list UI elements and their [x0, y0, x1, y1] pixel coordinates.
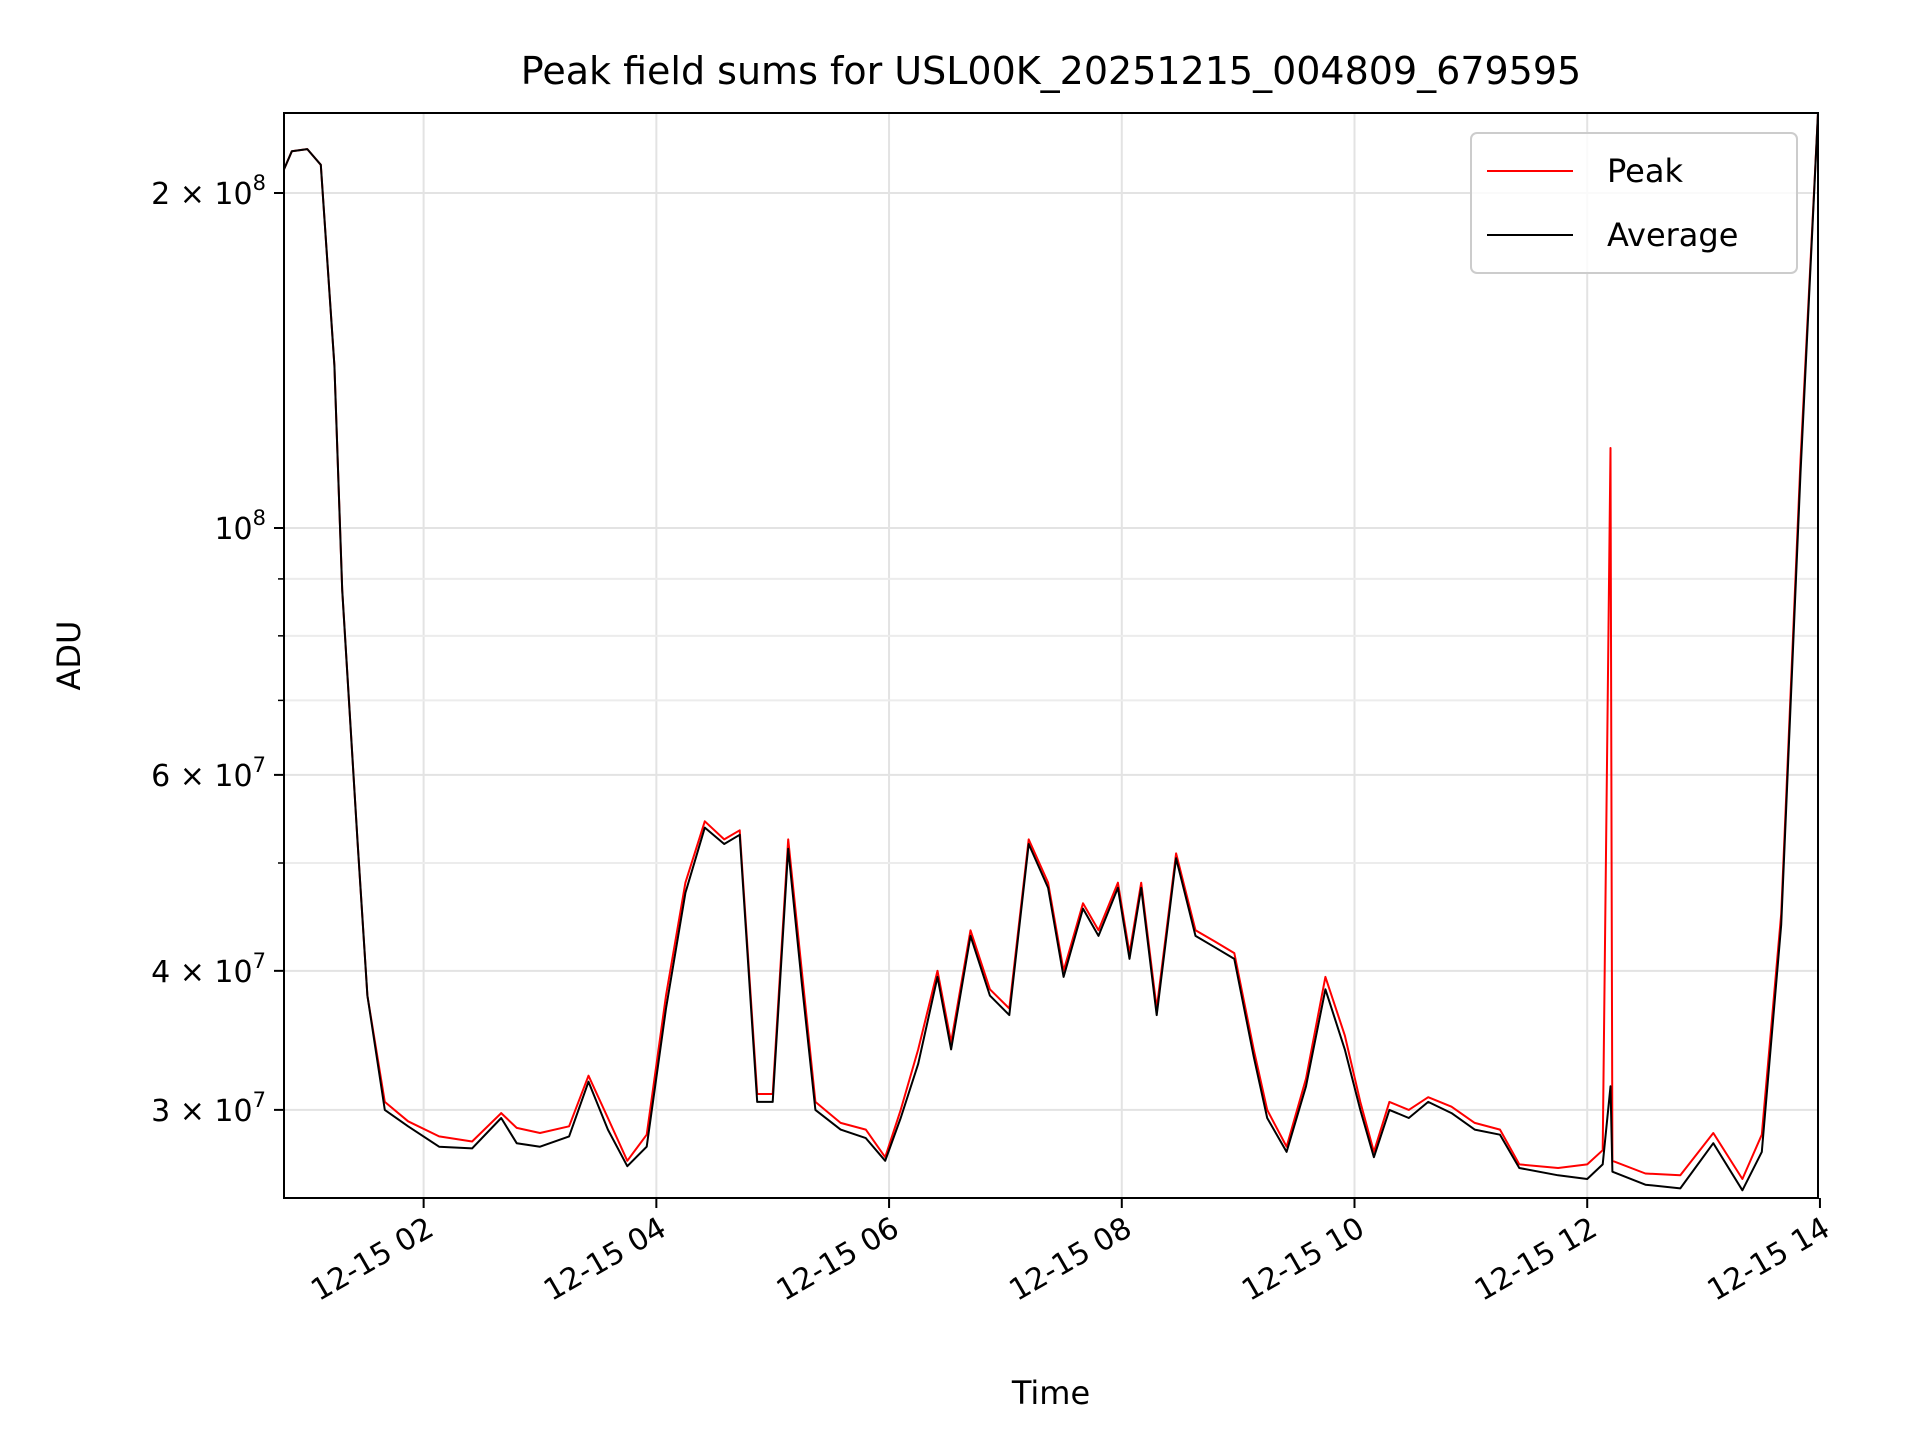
grid-lines — [284, 113, 1818, 1198]
legend-label-peak: Peak — [1607, 152, 1683, 190]
y-tick-label: 2 × 108 — [151, 171, 266, 212]
x-axis-label: Time — [1011, 1374, 1090, 1412]
series-lines — [283, 112, 1819, 1192]
legend: Peak Average — [1470, 132, 1798, 274]
y-tick-label: 6 × 107 — [151, 753, 266, 794]
series-line-peak — [283, 112, 1819, 1180]
legend-label-average: Average — [1607, 216, 1738, 254]
y-tick-label: 3 × 107 — [151, 1088, 266, 1129]
series-line-average — [283, 112, 1819, 1192]
y-tick-label: 108 — [214, 506, 266, 547]
y-axis-label: ADU — [50, 621, 88, 691]
legend-box — [1470, 132, 1798, 274]
plot-frame — [283, 112, 1819, 1199]
chart-title: Peak field sums for USL00K_20251215_0048… — [521, 49, 1581, 93]
y-tick-label: 4 × 107 — [151, 949, 266, 990]
